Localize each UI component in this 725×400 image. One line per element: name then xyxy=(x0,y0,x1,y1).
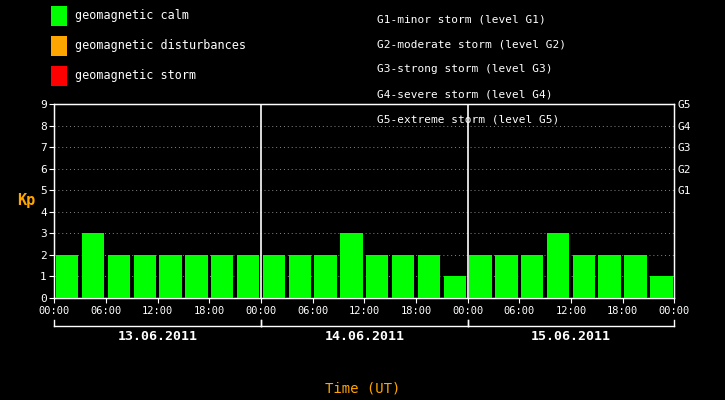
Text: geomagnetic disturbances: geomagnetic disturbances xyxy=(75,40,246,52)
Bar xyxy=(160,255,182,298)
Text: Time (UT): Time (UT) xyxy=(325,382,400,396)
Bar xyxy=(108,255,130,298)
Bar xyxy=(418,255,440,298)
Bar xyxy=(624,255,647,298)
Text: geomagnetic calm: geomagnetic calm xyxy=(75,10,189,22)
Bar xyxy=(366,255,389,298)
Bar xyxy=(289,255,311,298)
Bar xyxy=(599,255,621,298)
Bar xyxy=(340,233,362,298)
Bar xyxy=(650,276,673,298)
Bar xyxy=(133,255,156,298)
Bar xyxy=(82,233,104,298)
Text: Kp: Kp xyxy=(17,194,36,208)
Bar xyxy=(56,255,78,298)
Bar xyxy=(521,255,543,298)
Bar xyxy=(573,255,595,298)
Bar xyxy=(237,255,260,298)
Text: 14.06.2011: 14.06.2011 xyxy=(324,330,405,343)
Text: G3-strong storm (level G3): G3-strong storm (level G3) xyxy=(377,64,552,74)
Bar xyxy=(185,255,207,298)
Bar xyxy=(444,276,466,298)
Bar xyxy=(495,255,518,298)
Text: 15.06.2011: 15.06.2011 xyxy=(531,330,611,343)
Bar xyxy=(315,255,336,298)
Text: 13.06.2011: 13.06.2011 xyxy=(117,330,198,343)
Bar xyxy=(262,255,285,298)
Bar xyxy=(547,233,569,298)
Text: G2-moderate storm (level G2): G2-moderate storm (level G2) xyxy=(377,39,566,49)
Bar xyxy=(469,255,492,298)
Text: geomagnetic storm: geomagnetic storm xyxy=(75,70,196,82)
Text: G5-extreme storm (level G5): G5-extreme storm (level G5) xyxy=(377,115,559,125)
Text: G1-minor storm (level G1): G1-minor storm (level G1) xyxy=(377,14,546,24)
Bar xyxy=(392,255,414,298)
Bar xyxy=(211,255,233,298)
Text: G4-severe storm (level G4): G4-severe storm (level G4) xyxy=(377,90,552,100)
